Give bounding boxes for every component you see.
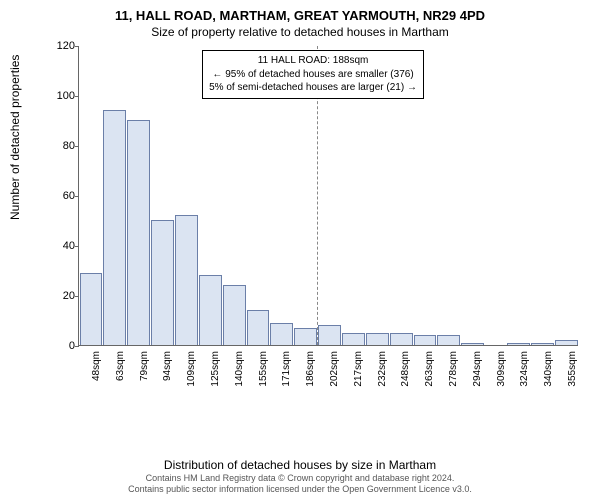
y-tick-mark	[75, 46, 79, 47]
y-tick-mark	[75, 296, 79, 297]
y-tick-label: 0	[49, 340, 75, 352]
y-tick-label: 100	[49, 90, 75, 102]
x-tick-label: 94sqm	[162, 351, 173, 401]
footer-line-2: Contains public sector information licen…	[0, 484, 600, 496]
footer-attribution: Contains HM Land Registry data © Crown c…	[0, 473, 600, 496]
annotation-line-1: 11 HALL ROAD: 188sqm	[209, 54, 417, 68]
bar	[318, 325, 341, 345]
bar	[151, 220, 174, 345]
y-tick-label: 80	[49, 140, 75, 152]
x-tick-label: 109sqm	[186, 351, 197, 401]
x-tick-label: 309sqm	[496, 351, 507, 401]
y-tick-label: 20	[49, 290, 75, 302]
bar	[175, 215, 198, 345]
x-tick-label: 324sqm	[519, 351, 530, 401]
y-tick-mark	[75, 246, 79, 247]
bar	[223, 285, 246, 345]
bar	[199, 275, 222, 345]
bar	[103, 110, 126, 345]
bar	[555, 340, 578, 345]
bar	[414, 335, 437, 345]
x-tick-label: 125sqm	[210, 351, 221, 401]
x-tick-label: 48sqm	[91, 351, 102, 401]
bar	[461, 343, 484, 346]
x-tick-label: 155sqm	[258, 351, 269, 401]
bar	[366, 333, 389, 346]
x-tick-label: 355sqm	[567, 351, 578, 401]
x-axis-label: Distribution of detached houses by size …	[0, 458, 600, 472]
plot-area: 11 HALL ROAD: 188sqm ← 95% of detached h…	[78, 46, 578, 346]
x-tick-label: 186sqm	[305, 351, 316, 401]
x-tick-label: 263sqm	[424, 351, 435, 401]
bar	[531, 343, 554, 346]
x-tick-label: 217sqm	[353, 351, 364, 401]
y-tick-label: 120	[49, 40, 75, 52]
bar	[437, 335, 460, 345]
bar	[507, 343, 530, 346]
chart-title-sub: Size of property relative to detached ho…	[0, 23, 600, 43]
x-tick-label: 232sqm	[377, 351, 388, 401]
footer-line-1: Contains HM Land Registry data © Crown c…	[0, 473, 600, 485]
chart-title-main: 11, HALL ROAD, MARTHAM, GREAT YARMOUTH, …	[0, 0, 600, 23]
bar	[247, 310, 270, 345]
x-tick-label: 248sqm	[400, 351, 411, 401]
y-tick-mark	[75, 146, 79, 147]
x-tick-label: 63sqm	[115, 351, 126, 401]
x-tick-label: 79sqm	[139, 351, 150, 401]
bar	[127, 120, 150, 345]
chart-area: 11 HALL ROAD: 188sqm ← 95% of detached h…	[50, 46, 580, 406]
bar	[342, 333, 365, 346]
bar	[390, 333, 413, 346]
y-tick-label: 40	[49, 240, 75, 252]
y-tick-mark	[75, 96, 79, 97]
bar	[80, 273, 103, 346]
y-tick-mark	[75, 346, 79, 347]
annotation-line-2: ← 95% of detached houses are smaller (37…	[209, 68, 417, 82]
y-tick-label: 60	[49, 190, 75, 202]
bar	[270, 323, 293, 346]
annotation-box: 11 HALL ROAD: 188sqm ← 95% of detached h…	[202, 50, 424, 99]
x-tick-label: 278sqm	[448, 351, 459, 401]
annotation-line-3: 5% of semi-detached houses are larger (2…	[209, 81, 417, 95]
x-tick-label: 340sqm	[543, 351, 554, 401]
x-tick-label: 294sqm	[472, 351, 483, 401]
bar	[294, 328, 317, 346]
y-axis-label: Number of detached properties	[8, 55, 22, 220]
x-tick-label: 140sqm	[234, 351, 245, 401]
x-tick-label: 171sqm	[281, 351, 292, 401]
x-tick-label: 202sqm	[329, 351, 340, 401]
y-tick-mark	[75, 196, 79, 197]
